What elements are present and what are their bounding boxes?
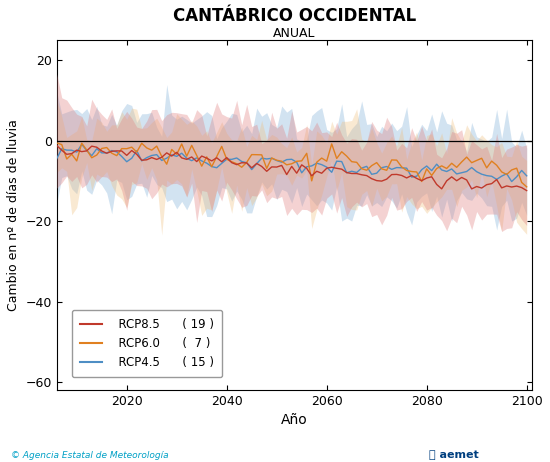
Text: ANUAL: ANUAL bbox=[273, 27, 316, 40]
X-axis label: Año: Año bbox=[281, 413, 307, 427]
Legend:   RCP8.5      ( 19 ),   RCP6.0      (  7 ),   RCP4.5      ( 15 ): RCP8.5 ( 19 ), RCP6.0 ( 7 ), RCP4.5 ( 15… bbox=[72, 310, 222, 377]
Text: © Agencia Estatal de Meteorología: © Agencia Estatal de Meteorología bbox=[11, 451, 169, 460]
Title: CANTÁBRICO OCCIDENTAL: CANTÁBRICO OCCIDENTAL bbox=[173, 7, 416, 25]
Y-axis label: Cambio en nº de días de lluvia: Cambio en nº de días de lluvia bbox=[7, 119, 20, 311]
Text: ⓘ aemet: ⓘ aemet bbox=[429, 450, 478, 460]
